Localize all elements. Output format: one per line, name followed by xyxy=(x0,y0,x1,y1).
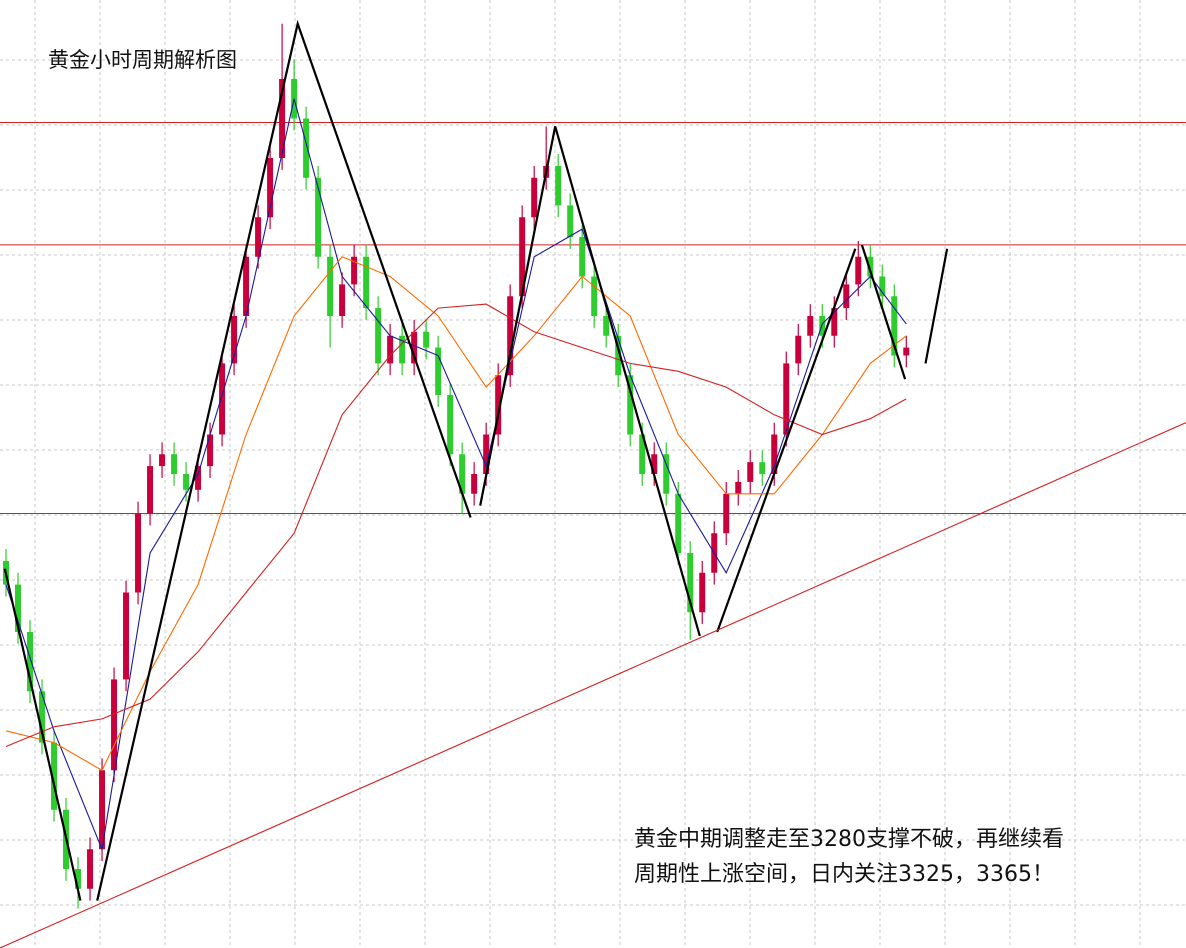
candle-body xyxy=(903,347,910,356)
candle-body xyxy=(591,276,598,316)
candle-body xyxy=(243,256,250,316)
annotation: 黄金中期调整走至3280支撑不破，再继续看 xyxy=(634,827,1064,852)
chart-title: 黄金小时周期解析图 xyxy=(48,48,237,72)
candle-body xyxy=(447,395,454,455)
candle-body xyxy=(51,742,58,810)
candle-body xyxy=(807,316,814,336)
line-series xyxy=(3,19,949,901)
annotation: 周期性上涨空间，日内关注3325，3365！ xyxy=(634,862,1054,887)
candle-body xyxy=(735,481,742,494)
candle-body xyxy=(123,592,130,680)
candle-body xyxy=(375,308,382,364)
candle-body xyxy=(483,434,490,474)
candle-body xyxy=(843,284,850,309)
candle-body xyxy=(219,363,226,435)
candle-body xyxy=(519,217,526,297)
candle-body xyxy=(471,474,478,494)
candle-body xyxy=(135,513,142,593)
candle-body xyxy=(639,434,646,474)
candle-body xyxy=(867,256,874,277)
candle-body xyxy=(411,331,418,364)
candle-body xyxy=(567,205,574,237)
candle-body xyxy=(15,584,22,632)
candle-body xyxy=(99,770,106,850)
candle-body xyxy=(231,316,238,364)
candle-body xyxy=(111,679,118,771)
candle-body xyxy=(171,454,178,474)
candle-body xyxy=(747,462,754,482)
candle-body xyxy=(399,335,406,364)
candle-body xyxy=(783,363,790,435)
candle-body xyxy=(303,118,310,178)
candle-body xyxy=(675,493,682,553)
candle-body xyxy=(327,256,334,316)
line-series xyxy=(5,303,907,748)
candle-body xyxy=(147,466,154,514)
candle-body xyxy=(723,493,730,534)
candle-body xyxy=(195,466,202,490)
candle-body xyxy=(855,256,862,285)
candle-body xyxy=(891,296,898,356)
candle-body xyxy=(39,691,46,743)
candle-body xyxy=(255,217,262,257)
line-series xyxy=(0,422,1186,948)
candle-body xyxy=(351,256,358,285)
candle-body xyxy=(387,335,394,364)
candle-body xyxy=(435,347,442,395)
candle-body xyxy=(279,79,286,158)
candle-body xyxy=(615,335,622,376)
line-series xyxy=(5,98,907,852)
candle-body xyxy=(759,462,766,474)
candle-body xyxy=(603,316,610,336)
candle-body xyxy=(87,849,94,889)
candle-body xyxy=(687,553,694,613)
candle-body xyxy=(183,474,190,490)
candle-body xyxy=(879,276,886,297)
candle-body xyxy=(795,335,802,364)
plot xyxy=(0,19,1186,948)
candle-body xyxy=(507,296,514,376)
candle-body xyxy=(699,572,706,613)
candle-body xyxy=(579,237,586,277)
candle-body xyxy=(27,632,34,692)
candle-body xyxy=(531,177,538,218)
candle-body xyxy=(663,454,670,494)
candle-body xyxy=(159,454,166,467)
candle-body xyxy=(339,284,346,316)
candle-body xyxy=(267,158,274,218)
candle-body xyxy=(207,434,214,467)
candle-body xyxy=(651,454,658,474)
candle-body xyxy=(819,316,826,336)
candle-body xyxy=(315,177,322,257)
candle-body xyxy=(459,454,466,494)
candle-body xyxy=(831,308,838,336)
candle-body xyxy=(555,165,562,206)
candle-body xyxy=(423,331,430,348)
candle-body xyxy=(495,375,502,435)
candle-body xyxy=(75,869,82,889)
candle-body xyxy=(363,256,370,309)
candle-body xyxy=(771,434,778,474)
candle-body xyxy=(627,375,634,435)
